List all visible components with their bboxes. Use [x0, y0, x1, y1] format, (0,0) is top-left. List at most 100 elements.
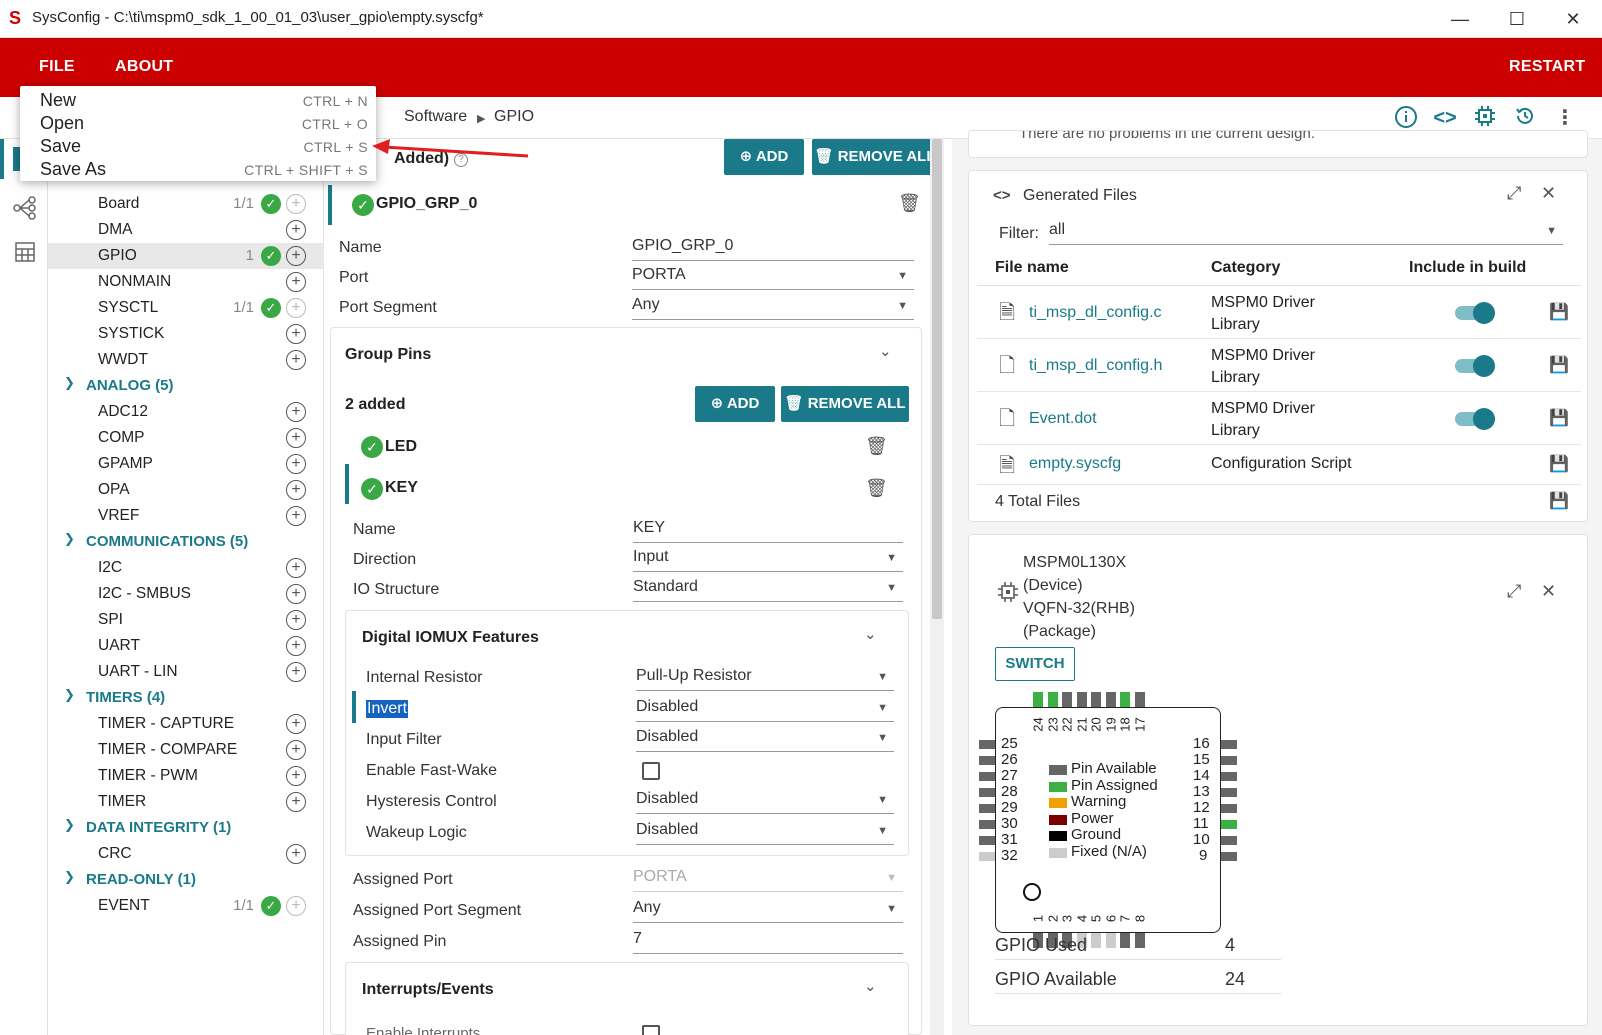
tree-item-i2c-smbus[interactable]: I2C - SMBUS + [48, 581, 324, 607]
assigned-pin-input[interactable]: 7 [633, 930, 903, 954]
add-icon[interactable]: + [286, 246, 306, 266]
pin-8[interactable] [1134, 933, 1145, 948]
tree-item-nonmain[interactable]: NONMAIN + [48, 269, 324, 295]
pin-2[interactable] [1047, 933, 1058, 948]
pin-24[interactable] [1033, 692, 1043, 707]
add-icon[interactable]: + [286, 480, 306, 500]
remove-all-instances-button[interactable]: 🗑 REMOVE ALL [812, 139, 938, 175]
tree-item-vref[interactable]: VREF + [48, 503, 324, 529]
wakeup-logic-select[interactable]: Disabled ▼ [636, 821, 894, 845]
expand-icon[interactable]: ⤢ [1507, 183, 1522, 203]
category-communications[interactable]: ❯ COMMUNICATIONS (5) [64, 531, 249, 550]
switch-button[interactable]: SWITCH [995, 647, 1075, 681]
add-instance-button[interactable]: ⊕ ADD [724, 139, 804, 175]
add-icon[interactable]: + [286, 740, 306, 760]
help-icon[interactable]: ? [454, 153, 468, 167]
add-icon[interactable]: + [286, 220, 306, 240]
expand-icon[interactable]: ⤢ [1507, 581, 1522, 601]
code-view-icon[interactable]: <> [1433, 107, 1457, 129]
add-icon[interactable]: + [286, 324, 306, 344]
close-button[interactable]: ✕ [1565, 9, 1581, 29]
add-icon[interactable]: + [286, 428, 306, 448]
tree-item-wwdt[interactable]: WWDT + [48, 347, 324, 373]
add-icon[interactable]: + [286, 454, 306, 474]
tree-item-uart[interactable]: UART + [48, 633, 324, 659]
chip-icon[interactable] [1472, 105, 1498, 131]
info-icon[interactable] [1393, 105, 1419, 131]
tree-item-spi[interactable]: SPI + [48, 607, 324, 633]
enable-interrupts-checkbox[interactable] [642, 1025, 660, 1035]
add-icon[interactable]: + [286, 636, 306, 656]
menu-item-new[interactable]: New [40, 90, 77, 110]
add-icon[interactable]: + [286, 766, 306, 786]
save-icon[interactable]: 💾 [1549, 304, 1569, 321]
pin-11[interactable] [1221, 820, 1237, 829]
add-icon[interactable]: + [286, 402, 306, 422]
pin-15[interactable] [1221, 756, 1237, 765]
internal-resistor-select[interactable]: Pull-Up Resistor ▼ [636, 667, 894, 691]
about-menu[interactable]: ABOUT [115, 58, 174, 75]
tree-item-timer-pwm[interactable]: TIMER - PWM + [48, 763, 324, 789]
pin-4[interactable] [1076, 933, 1087, 948]
pin-22[interactable] [1062, 692, 1072, 707]
category-analog[interactable]: ❯ ANALOG (5) [64, 375, 174, 394]
pin-13[interactable] [1221, 788, 1237, 797]
pin-5[interactable] [1091, 933, 1101, 948]
include-toggle[interactable] [1455, 408, 1495, 430]
tree-item-dma[interactable]: DMA + [48, 217, 324, 243]
input-filter-select[interactable]: Disabled ▼ [636, 728, 894, 752]
collapse-chevron-icon[interactable]: ⌄ [864, 626, 877, 643]
pin-32[interactable] [979, 852, 995, 861]
pin-20[interactable] [1091, 692, 1101, 707]
pin-27[interactable] [979, 772, 995, 781]
iomux-title[interactable]: Digital IOMUX Features [362, 629, 539, 646]
interrupts-title[interactable]: Interrupts/Events [362, 981, 494, 998]
close-panel-icon[interactable]: ✕ [1541, 183, 1557, 203]
software-view-icon[interactable] [13, 147, 21, 171]
pin-16[interactable] [1221, 740, 1237, 749]
pin-6[interactable] [1105, 933, 1116, 948]
collapse-chevron-icon[interactable]: ⌄ [864, 978, 877, 995]
add-icon[interactable]: + [286, 350, 306, 370]
scrollbar-thumb[interactable] [932, 139, 942, 619]
category-data-integrity[interactable]: ❯ DATA INTEGRITY (1) [64, 817, 232, 836]
file-menu[interactable]: FILE [39, 58, 75, 75]
add-pin-button[interactable]: ⊕ ADD [695, 386, 775, 422]
pin-31[interactable] [979, 836, 995, 845]
port-segment-select[interactable]: Any ▼ [632, 296, 914, 320]
pin-key[interactable]: KEY [385, 479, 418, 496]
add-icon[interactable]: + [286, 844, 306, 864]
io-structure-select[interactable]: Standard ▼ [633, 578, 903, 602]
tree-item-adc12[interactable]: ADC12 + [48, 399, 324, 425]
filter-select[interactable]: all ▼ [1049, 221, 1563, 245]
menu-item-save-as[interactable]: Save As [40, 159, 107, 179]
tree-item-gpio[interactable]: GPIO 1 ✓ + [48, 243, 324, 269]
pin-3[interactable] [1062, 933, 1072, 948]
pin-21[interactable] [1076, 692, 1087, 707]
restart-button[interactable]: RESTART [1509, 58, 1586, 75]
pin-10[interactable] [1221, 836, 1237, 845]
pin-30[interactable] [979, 820, 995, 829]
add-icon[interactable]: + [286, 506, 306, 526]
add-icon[interactable]: + [286, 662, 306, 682]
port-select[interactable]: PORTA ▼ [632, 266, 914, 290]
pin-1[interactable] [1033, 933, 1043, 948]
add-icon[interactable]: + [286, 714, 306, 734]
pin-12[interactable] [1221, 804, 1237, 813]
more-options-icon[interactable]: ⋮ [1555, 107, 1575, 129]
remove-all-pins-button[interactable]: 🗑 REMOVE ALL [781, 386, 909, 422]
topology-icon[interactable] [12, 195, 38, 221]
tree-item-event[interactable]: EVENT 1/1 ✓ + [48, 893, 324, 919]
pin-28[interactable] [979, 788, 995, 797]
add-icon[interactable]: + [286, 272, 306, 292]
invert-select[interactable]: Disabled ▼ [636, 698, 894, 722]
calculator-icon[interactable] [12, 241, 38, 267]
maximize-button[interactable]: ☐ [1508, 9, 1526, 29]
tree-item-systick[interactable]: SYSTICK + [48, 321, 324, 347]
add-icon[interactable]: + [286, 792, 306, 812]
add-icon[interactable]: + [286, 558, 306, 578]
minimize-button[interactable]: — [1451, 9, 1469, 29]
include-toggle[interactable] [1455, 355, 1495, 377]
category-timers[interactable]: ❯ TIMERS (4) [64, 687, 166, 706]
add-icon[interactable]: + [286, 610, 306, 630]
